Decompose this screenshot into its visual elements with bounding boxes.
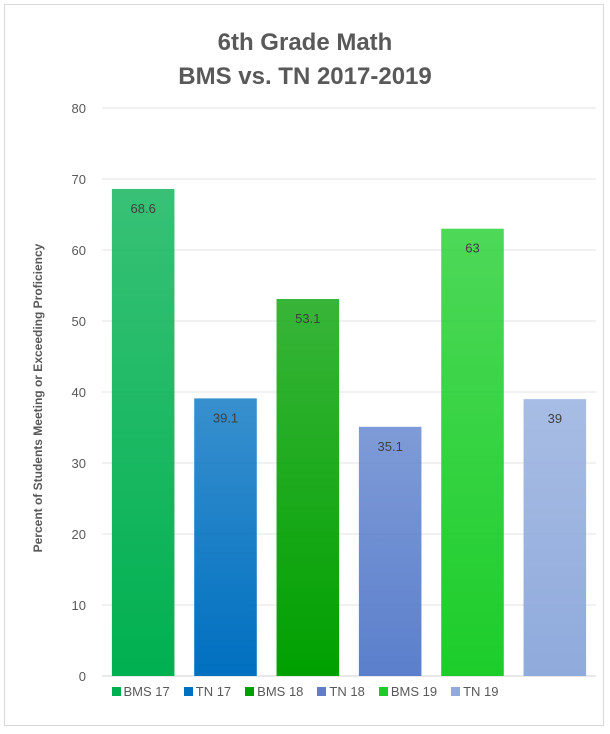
y-tick-label: 10 (72, 598, 86, 613)
bar-bms-19 (441, 228, 504, 676)
legend-label: BMS 17 (123, 684, 170, 699)
bar-bms-17 (111, 188, 175, 676)
bar-tn-17 (194, 398, 257, 676)
y-tick-label: 40 (72, 385, 86, 400)
y-tick-label: 80 (72, 101, 86, 116)
data-label: 63 (465, 241, 479, 256)
y-tick-label: 50 (72, 314, 86, 329)
y-tick-label: 60 (72, 243, 86, 258)
data-label: 39 (548, 411, 562, 426)
y-tick-labels: 0 10 20 30 40 50 60 70 80 (72, 101, 86, 684)
bar-tn-18 (358, 426, 422, 676)
y-tick-label: 30 (72, 456, 86, 471)
legend-swatch (378, 687, 388, 696)
legend-swatch (183, 687, 193, 696)
data-label: 35.1 (378, 439, 403, 454)
data-labels: 68.6 39.1 53.1 35.1 63 39 (131, 201, 563, 454)
y-tick-label: 70 (72, 172, 86, 187)
legend-label: TN 17 (195, 684, 232, 699)
legend-swatch (451, 687, 461, 696)
legend-label: BMS 18 (257, 684, 304, 699)
data-label: 39.1 (213, 410, 238, 425)
legend-item: BMS 18 (245, 684, 303, 699)
chart-title: 6th Grade Math BMS vs. TN 2017-2019 (0, 26, 610, 94)
legend-swatch (245, 687, 255, 696)
bar-tn-19 (523, 399, 587, 676)
legend: BMS 17 TN 17 BMS 18 TN 18 BMS 19 TN 19 (0, 684, 610, 699)
bars (111, 188, 587, 676)
legend-swatch (317, 687, 327, 696)
legend-item: BMS 19 (378, 684, 438, 699)
legend-item: TN 18 (317, 684, 365, 699)
legend-item: TN 17 (183, 684, 232, 699)
y-tick-label: 20 (72, 527, 86, 542)
chart-title-line-1: 6th Grade Math (217, 29, 393, 56)
legend-item: BMS 17 (111, 684, 170, 699)
legend-item: TN 19 (451, 684, 498, 699)
legend-label: TN 19 (463, 684, 499, 699)
y-tick-label: 0 (79, 669, 86, 684)
legend-label: BMS 19 (390, 684, 438, 699)
data-label: 68.6 (131, 201, 156, 216)
gridlines (102, 107, 596, 677)
chart-title-line-2: BMS vs. TN 2017-2019 (178, 63, 432, 90)
data-label: 53.1 (295, 311, 320, 326)
bar-bms-18 (276, 298, 340, 676)
legend-label: TN 18 (329, 684, 365, 699)
legend-swatch (111, 687, 121, 696)
